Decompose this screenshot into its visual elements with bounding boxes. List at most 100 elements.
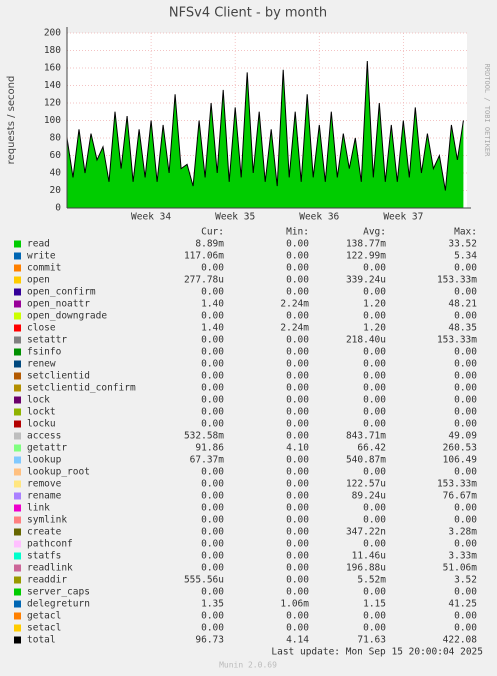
legend-value: 0.00 <box>201 395 224 406</box>
legend-value: 277.78u <box>184 275 224 286</box>
legend-swatch <box>14 564 21 572</box>
legend-value: 11.46u <box>352 551 386 562</box>
legend-value: 0.00 <box>201 479 224 490</box>
legend-swatch <box>14 516 21 524</box>
legend-value: 0.00 <box>201 563 224 574</box>
legend-value: 71.63 <box>357 635 386 646</box>
legend-value: 66.42 <box>357 443 386 454</box>
legend-value: 0.00 <box>201 383 224 394</box>
legend-name: server_caps <box>27 587 90 598</box>
legend-value: 0.00 <box>454 263 477 274</box>
legend-value: 0.00 <box>201 491 224 502</box>
legend-swatch <box>14 312 21 320</box>
legend-name: open <box>27 275 50 286</box>
legend-value: 422.08 <box>443 635 478 646</box>
legend-value: 0.00 <box>363 587 386 598</box>
legend-value: 0.00 <box>286 251 309 262</box>
legend-value: 0.00 <box>201 263 224 274</box>
legend-value: 0.00 <box>286 587 309 598</box>
legend-value: 0.00 <box>454 587 477 598</box>
legend-value: 0.00 <box>454 407 477 418</box>
legend-value: 0.00 <box>286 479 309 490</box>
legend-swatch <box>14 252 21 260</box>
legend-value: 91.86 <box>195 443 224 454</box>
legend-swatch <box>14 444 21 452</box>
legend-value: 5.34 <box>454 251 477 262</box>
legend-swatch <box>14 264 21 272</box>
legend-value: 0.00 <box>286 491 309 502</box>
legend-swatch <box>14 348 21 356</box>
legend-value: 153.33m <box>437 479 477 490</box>
legend-value: 0.00 <box>286 611 309 622</box>
legend-value: 0.00 <box>454 539 477 550</box>
legend-swatch <box>14 480 21 488</box>
legend-value: 8.89m <box>195 239 224 250</box>
legend-value: 67.37m <box>190 455 225 466</box>
legend-value: 33.52 <box>448 239 477 250</box>
y-tick-label: 180 <box>44 45 61 56</box>
legend-value: 0.00 <box>201 359 224 370</box>
legend-value: 51.06m <box>443 563 478 574</box>
y-tick-label: 160 <box>44 63 61 74</box>
legend-swatch <box>14 372 21 380</box>
legend-name: symlink <box>27 515 67 526</box>
legend-name: delegreturn <box>27 599 90 610</box>
legend-value: 0.00 <box>201 311 224 322</box>
legend-value: 555.56u <box>184 575 224 586</box>
legend-name: readdir <box>27 575 67 586</box>
legend-swatch <box>14 540 21 548</box>
legend-swatch <box>14 396 21 404</box>
legend-value: 0.00 <box>201 611 224 622</box>
legend-value: 96.73 <box>195 635 224 646</box>
legend-header: Cur: <box>201 227 224 238</box>
legend-value: 0.00 <box>363 419 386 430</box>
legend-value: 0.00 <box>363 611 386 622</box>
legend-swatch <box>14 576 21 584</box>
legend-value: 0.00 <box>363 467 386 478</box>
legend-value: 0.00 <box>454 515 477 526</box>
legend-swatch <box>14 624 21 632</box>
legend-value: 0.00 <box>286 383 309 394</box>
legend-value: 122.57u <box>346 479 386 490</box>
legend-value: 0.00 <box>201 539 224 550</box>
legend-value: 0.00 <box>454 371 477 382</box>
legend-value: 0.00 <box>363 347 386 358</box>
legend-swatch <box>14 300 21 308</box>
legend-name: pathconf <box>27 539 73 550</box>
legend-value: 0.00 <box>286 467 309 478</box>
x-tick-label: Week 37 <box>383 212 423 223</box>
legend-name: lookup <box>27 455 62 466</box>
legend-value: 0.00 <box>363 407 386 418</box>
legend-swatch <box>14 384 21 392</box>
x-tick-label: Week 34 <box>131 212 171 223</box>
legend-value: 0.00 <box>286 563 309 574</box>
legend-name: open_confirm <box>27 287 96 298</box>
legend-name: getacl <box>27 611 61 622</box>
legend-value: 0.00 <box>201 407 224 418</box>
legend-value: 2.24m <box>280 299 309 310</box>
legend-value: 1.20 <box>363 299 386 310</box>
legend-value: 0.00 <box>286 395 309 406</box>
legend-value: 0.00 <box>454 359 477 370</box>
legend-name: access <box>27 431 61 442</box>
legend-name: setclientid_confirm <box>27 383 136 394</box>
legend-value: 0.00 <box>286 275 309 286</box>
legend-swatch <box>14 612 21 620</box>
legend-name: statfs <box>27 551 61 562</box>
legend-value: 0.00 <box>201 347 224 358</box>
legend-value: 0.00 <box>286 371 309 382</box>
legend-value: 0.00 <box>201 551 224 562</box>
legend-value: 347.22n <box>346 527 386 538</box>
legend-name: read <box>27 239 50 250</box>
legend-value: 153.33m <box>437 335 477 346</box>
legend-value: 122.99m <box>346 251 386 262</box>
legend-swatch <box>14 408 21 416</box>
legend-value: 0.00 <box>201 335 224 346</box>
legend-value: 218.40u <box>346 335 386 346</box>
legend-value: 1.06m <box>280 599 309 610</box>
legend-value: 4.14 <box>286 635 309 646</box>
legend-name: link <box>27 503 50 514</box>
legend-swatch <box>14 240 21 248</box>
legend-value: 540.87m <box>346 455 386 466</box>
legend-value: 0.00 <box>201 515 224 526</box>
